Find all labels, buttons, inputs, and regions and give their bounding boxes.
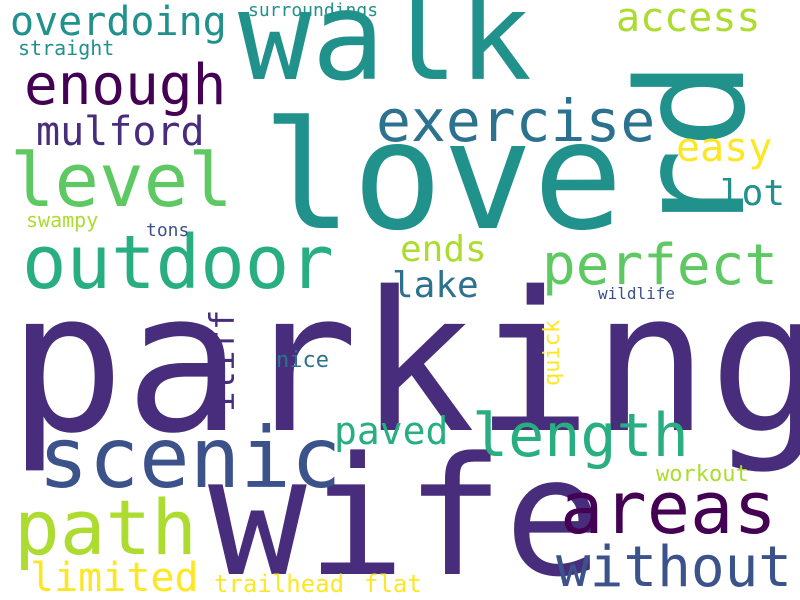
word-surroundings: surroundings (248, 0, 379, 21)
word-path: path (14, 483, 198, 572)
word-wife: wife (208, 422, 603, 600)
word-parking: parking (8, 250, 800, 476)
word-outdoor: outdoor (22, 220, 334, 306)
word-nice: nice (276, 348, 329, 373)
word-limited: limited (30, 555, 199, 600)
word-level: level (10, 138, 233, 224)
word-length: length (472, 401, 689, 471)
word-tons: tons (146, 220, 190, 241)
word-walk: walk (238, 0, 532, 108)
word-quick: quick (540, 319, 565, 386)
word-straight: straight (18, 36, 115, 60)
word-exercise: exercise (376, 87, 656, 155)
word-access: access (616, 0, 761, 41)
word-iliff: iliff (203, 309, 243, 412)
word-swampy: swampy (26, 208, 99, 232)
word-scenic: scenic (38, 409, 342, 507)
word-easy: easy (676, 125, 773, 171)
word-without: without (556, 535, 793, 600)
word-perfect: perfect (542, 233, 779, 298)
word-areas: areas (560, 466, 777, 550)
word-flat: flat (364, 570, 422, 598)
word-love: love (262, 90, 624, 264)
word-wildlife: wildlife (598, 284, 676, 303)
word-overdoing: overdoing (10, 0, 227, 45)
word-trailhead: trailhead (214, 570, 345, 598)
word-paved: paved (334, 409, 449, 453)
word-workout: workout (656, 462, 749, 487)
word-ends: ends (400, 229, 487, 270)
word-lake: lake (392, 265, 479, 306)
word-enough: enough (24, 53, 227, 118)
word-mulford: mulford (36, 109, 205, 155)
word-lot: lot (720, 173, 786, 214)
